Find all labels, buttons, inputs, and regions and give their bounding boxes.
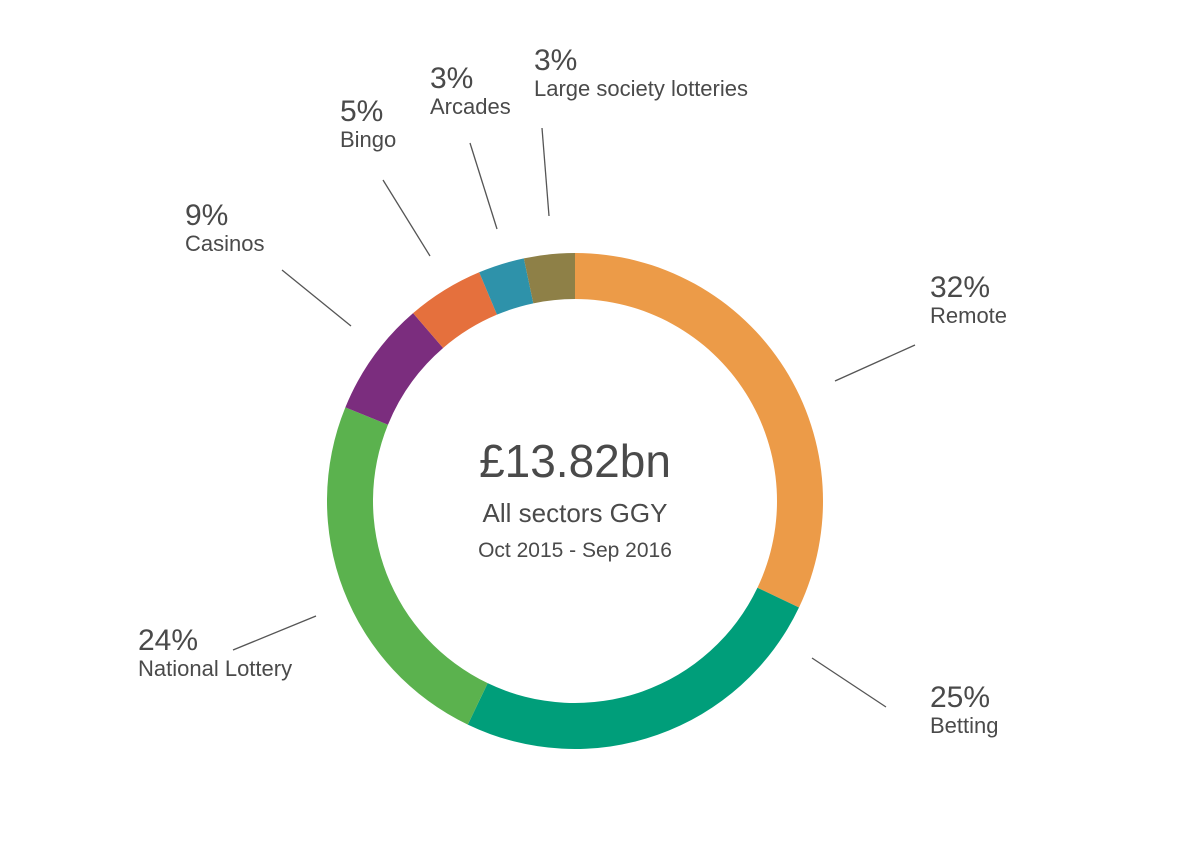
slice-pct-bingo: 5% [340, 95, 384, 128]
leader-line-betting [811, 657, 887, 708]
center-period: Oct 2015 - Sep 2016 [478, 539, 672, 562]
slice-name-arcades: Arcades [430, 94, 511, 119]
leader-line-arcades [469, 142, 498, 230]
slice-casinos [345, 313, 444, 425]
slice-label-large-society-lotteries: 3% Large society lotteries [534, 46, 748, 100]
slice-pct-remote: 32% [930, 271, 991, 304]
slice-label-arcades: 3% Arcades [430, 64, 511, 118]
slice-large-society-lotteries [523, 253, 575, 304]
slice-bingo [413, 272, 497, 348]
slice-pct-arcades: 3% [430, 62, 474, 95]
slice-name-bingo: Bingo [340, 127, 397, 152]
slice-label-remote: 32% Remote [930, 273, 1007, 327]
slice-national-lottery [326, 407, 488, 725]
slice-pct-national-lottery: 24% [138, 624, 199, 657]
leader-line-bingo [382, 179, 431, 257]
slice-pct-casinos: 9% [185, 199, 229, 232]
slice-name-large-society-lotteries: Large society lotteries [534, 76, 748, 101]
leader-line-national-lottery [232, 615, 317, 651]
slice-name-remote: Remote [930, 303, 1008, 328]
slice-arcades [479, 258, 534, 315]
leader-line-casinos [281, 269, 352, 327]
center-total: £13.82bn [479, 435, 671, 487]
slice-pct-betting: 25% [930, 681, 991, 714]
slice-name-national-lottery: National Lottery [138, 656, 293, 681]
leader-line-remote [834, 344, 916, 382]
leader-line-large-society-lotteries [541, 127, 550, 217]
slice-label-betting: 25% Betting [930, 683, 999, 737]
slice-label-bingo: 5% Bingo [340, 97, 396, 151]
slice-label-national-lottery: 24% National Lottery [138, 626, 292, 680]
slice-name-betting: Betting [930, 713, 999, 738]
slice-remote [575, 253, 823, 608]
slice-betting [467, 587, 799, 750]
slice-pct-large-society-lotteries: 3% [534, 44, 578, 77]
slice-name-casinos: Casinos [185, 231, 265, 256]
slice-label-casinos: 9% Casinos [185, 201, 264, 255]
center-caption: All sectors GGY [482, 498, 668, 528]
